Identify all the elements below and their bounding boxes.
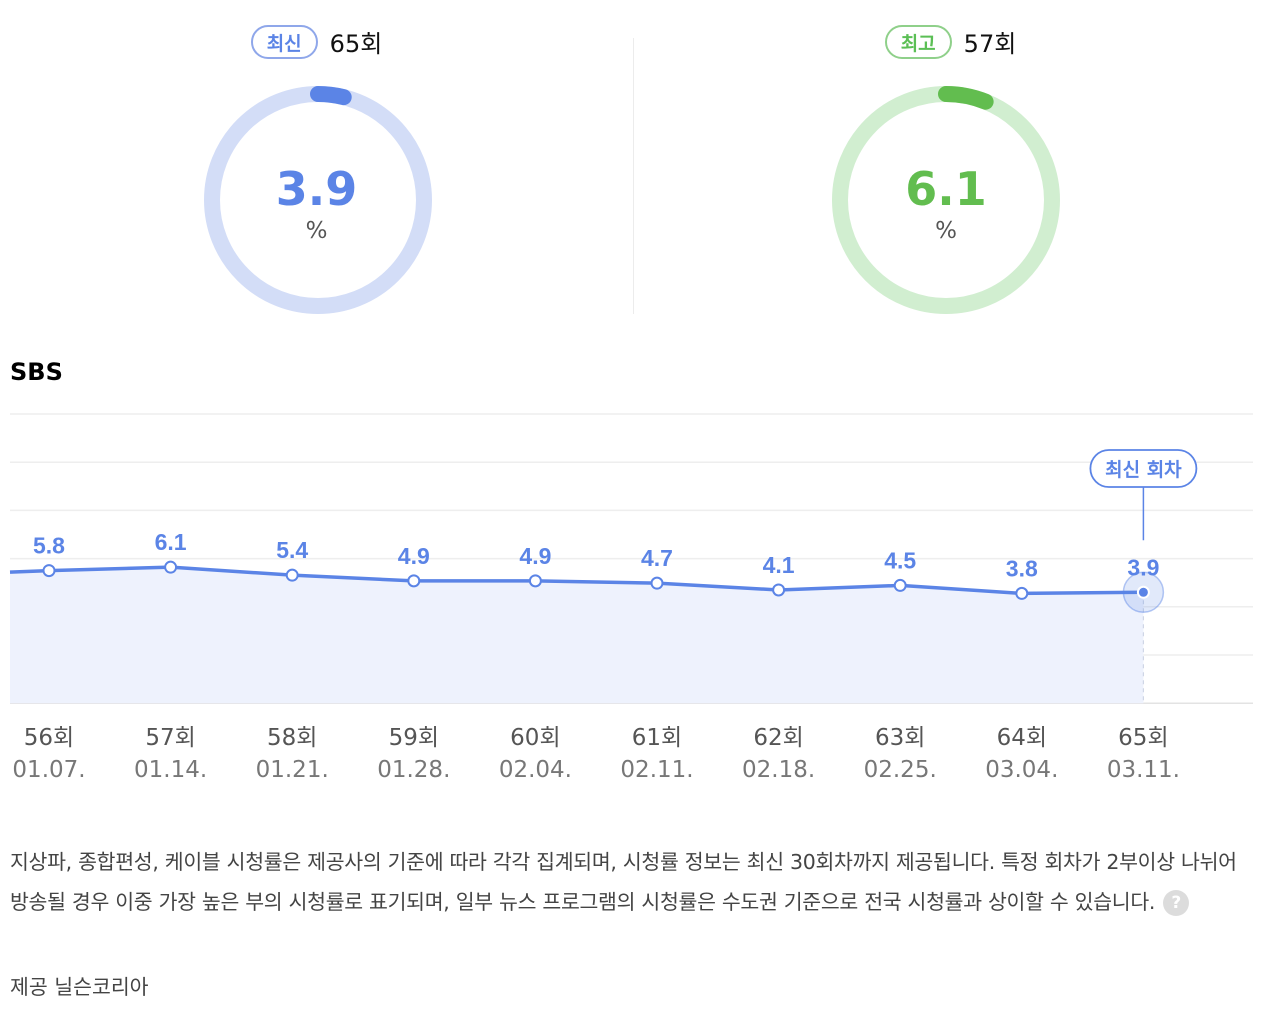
x-tick-episode: 57회 bbox=[145, 725, 195, 751]
x-tick-episode: 64회 bbox=[997, 725, 1047, 751]
x-tick-episode: 65회 bbox=[1118, 725, 1168, 751]
ratings-summary: 최신 65회 3.9 % 최고 57회 bbox=[0, 0, 1270, 330]
latest-header: 최신 65회 bbox=[0, 24, 633, 59]
x-tick-date: 02.04. bbox=[499, 757, 572, 783]
data-provider: 제공 닐슨코리아 bbox=[10, 975, 149, 999]
x-tick-date: 02.11. bbox=[620, 757, 693, 783]
data-point bbox=[650, 576, 664, 590]
data-point bbox=[528, 574, 542, 588]
x-tick-date: 02.18. bbox=[742, 757, 815, 783]
x-tick-date: 03.04. bbox=[985, 757, 1058, 783]
chart-area-fill bbox=[10, 567, 1144, 704]
latest-donut-ring bbox=[204, 86, 432, 314]
data-label: 3.8 bbox=[1006, 555, 1038, 581]
latest-episode-callout-label: 최신 회차 bbox=[1105, 459, 1182, 481]
summary-divider bbox=[633, 38, 634, 314]
data-point bbox=[164, 560, 178, 574]
x-tick-episode: 60회 bbox=[510, 725, 560, 751]
x-tick-episode: 63회 bbox=[875, 725, 925, 751]
data-point bbox=[893, 578, 907, 592]
data-label: 3.9 bbox=[1127, 554, 1159, 580]
data-point bbox=[1136, 585, 1150, 599]
latest-rating-unit: % bbox=[305, 218, 328, 244]
data-point bbox=[285, 568, 299, 582]
latest-badge: 최신 bbox=[250, 24, 318, 59]
latest-rating-value: 3.9 bbox=[275, 162, 358, 216]
ratings-notice: 지상파, 종합편성, 케이블 시청률은 제공사의 기준에 따라 각각 집계되며,… bbox=[10, 842, 1255, 922]
notice-text: 지상파, 종합편성, 케이블 시청률은 제공사의 기준에 따라 각각 집계되며,… bbox=[10, 850, 1237, 914]
data-label: 4.9 bbox=[398, 543, 430, 569]
best-episode: 57회 bbox=[963, 30, 1017, 58]
best-donut-ring bbox=[832, 86, 1060, 314]
data-label: 4.5 bbox=[884, 547, 916, 573]
best-header: 최고 57회 bbox=[634, 24, 1267, 59]
channel-title: SBS bbox=[10, 358, 63, 386]
data-label: 4.9 bbox=[519, 543, 551, 569]
data-point bbox=[42, 564, 56, 578]
x-tick-date: 03.11. bbox=[1107, 757, 1180, 783]
data-point bbox=[1015, 586, 1029, 600]
data-label: 6.1 bbox=[155, 529, 187, 555]
best-rating-unit: % bbox=[935, 218, 957, 244]
data-label: 5.4 bbox=[276, 537, 308, 563]
x-tick-episode: 58회 bbox=[267, 725, 317, 751]
data-point bbox=[772, 583, 786, 597]
x-tick-episode: 59회 bbox=[389, 725, 439, 751]
x-tick-date: 01.07. bbox=[12, 757, 85, 783]
x-tick-date: 01.14. bbox=[134, 757, 207, 783]
data-label: 4.7 bbox=[641, 545, 673, 571]
x-tick-date: 02.25. bbox=[864, 757, 937, 783]
latest-donut: 3.9 % bbox=[0, 80, 633, 320]
best-donut: 6.1 % bbox=[634, 80, 1267, 320]
x-tick-date: 01.28. bbox=[377, 757, 450, 783]
x-tick-episode: 56회 bbox=[24, 725, 74, 751]
x-tick-episode: 62회 bbox=[753, 725, 803, 751]
latest-episode-callout bbox=[1089, 449, 1198, 488]
x-tick-episode: 61회 bbox=[632, 725, 682, 751]
data-point bbox=[407, 574, 421, 588]
data-label: 4.1 bbox=[763, 552, 795, 578]
data-label: 5.8 bbox=[33, 533, 65, 559]
best-rating-value: 6.1 bbox=[905, 162, 987, 216]
best-rating-panel: 최고 57회 6.1 % bbox=[634, 0, 1267, 330]
latest-rating-panel: 최신 65회 3.9 % bbox=[0, 0, 633, 330]
ratings-line-chart[interactable]: 5.8 6.1 5.4 4.9 4.9 4.7 4.1 4.5 3.8 3.9 최신 회차 56회 01… bbox=[0, 400, 1270, 790]
latest-episode: 65회 bbox=[329, 30, 383, 58]
question-icon[interactable]: ? bbox=[1163, 890, 1190, 916]
best-badge: 최고 bbox=[884, 24, 952, 59]
x-tick-date: 01.21. bbox=[256, 757, 329, 783]
